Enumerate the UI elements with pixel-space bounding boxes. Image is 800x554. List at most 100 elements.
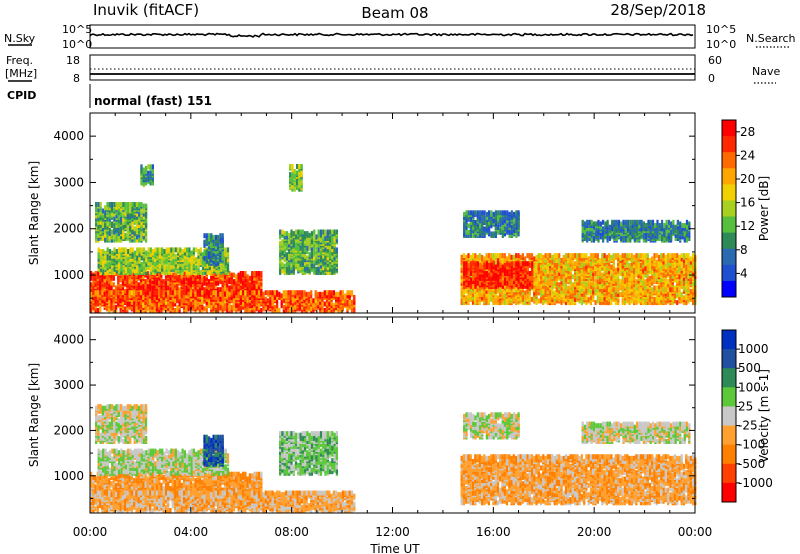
echo-cell xyxy=(232,298,236,304)
echo-cell xyxy=(501,256,504,262)
echo-cell xyxy=(576,293,579,299)
echo-cell xyxy=(283,244,286,250)
echo-cell xyxy=(110,280,113,286)
echo-cell xyxy=(129,211,132,217)
echo-cell xyxy=(140,202,143,207)
echo-cell xyxy=(151,295,154,300)
echo-cell xyxy=(106,261,109,267)
echo-cell xyxy=(214,295,217,300)
echo-cell xyxy=(151,169,154,175)
echo-cell xyxy=(246,290,249,296)
echo-cell xyxy=(106,252,109,258)
freq-tick-top: 18 xyxy=(66,54,80,67)
echo-cell xyxy=(135,223,139,228)
echo-cell xyxy=(162,290,165,296)
echo-cell xyxy=(264,296,267,302)
echo-cell xyxy=(253,290,256,296)
echo-cell xyxy=(131,219,134,225)
echo-cell xyxy=(535,275,538,281)
echo-cell xyxy=(297,265,300,271)
echo-cell xyxy=(208,265,211,271)
echo-cell xyxy=(185,275,188,281)
echo-cell xyxy=(203,275,206,281)
echo-cell xyxy=(307,304,310,310)
echo-cell xyxy=(558,288,561,294)
echo-cell xyxy=(562,283,565,289)
echo-cell xyxy=(167,287,170,293)
echo-cell xyxy=(501,293,504,299)
echo-cell xyxy=(515,300,518,306)
echo-cell xyxy=(124,202,127,207)
echo-cell xyxy=(540,271,543,276)
echo-cell xyxy=(230,304,233,310)
echo-cell xyxy=(174,257,177,263)
echo-cell xyxy=(337,296,340,302)
echo-cell xyxy=(160,291,163,297)
echo-cell xyxy=(194,298,197,304)
echo-cell xyxy=(279,255,282,261)
echo-cell xyxy=(260,290,263,296)
echo-cell xyxy=(297,229,300,235)
echo-cell xyxy=(137,274,140,280)
echo-cell xyxy=(283,266,286,272)
echo-cell xyxy=(583,256,586,262)
echo-cell xyxy=(146,290,149,296)
echo-cell xyxy=(121,280,124,286)
echo-cell xyxy=(96,290,99,296)
echo-cell xyxy=(153,304,156,310)
echo-cell xyxy=(221,233,224,239)
echo-region xyxy=(203,233,224,266)
echo-cell xyxy=(332,306,335,312)
echo-cell xyxy=(291,308,295,313)
echo-cell xyxy=(314,293,317,299)
echo-cell xyxy=(219,296,222,302)
echo-cell xyxy=(510,293,513,299)
echo-cell xyxy=(219,304,222,310)
echo-cell xyxy=(95,206,98,212)
echo-region xyxy=(279,229,338,275)
echo-cell xyxy=(290,244,293,250)
echo-cell xyxy=(99,202,102,207)
echo-cell xyxy=(492,300,495,306)
echo-cell xyxy=(562,280,565,286)
echo-cell xyxy=(469,254,472,260)
echo-cell xyxy=(282,308,285,313)
echo-cell xyxy=(113,250,116,256)
echo-cell xyxy=(221,295,224,300)
echo-cell xyxy=(239,275,242,281)
echo-cell xyxy=(108,234,111,240)
echo-cell xyxy=(503,256,506,262)
echo-cell xyxy=(306,255,309,261)
echo-cell xyxy=(101,208,104,214)
echo-cell xyxy=(544,253,547,259)
echo-cell xyxy=(137,282,140,288)
echo-cell xyxy=(155,271,158,276)
echo-cell xyxy=(292,240,295,246)
echo-cell xyxy=(481,259,484,265)
echo-cell xyxy=(197,260,200,266)
echo-cell xyxy=(223,291,227,297)
echo-cell xyxy=(478,253,481,259)
echo-cell xyxy=(133,226,136,232)
echo-cell xyxy=(300,164,303,169)
echo-cell xyxy=(288,266,291,272)
echo-cell xyxy=(104,205,107,211)
echo-cell xyxy=(494,253,497,259)
echo-cell xyxy=(485,300,488,306)
echo-cell xyxy=(460,300,463,306)
echo-cell xyxy=(170,260,173,266)
echo-cell xyxy=(115,271,118,276)
echo-cell xyxy=(601,259,604,265)
echo-cell xyxy=(149,303,152,309)
echo-cell xyxy=(596,295,599,301)
echo-cell xyxy=(221,290,224,296)
echo-cell xyxy=(331,229,334,235)
echo-cell xyxy=(300,172,303,178)
echo-cell xyxy=(92,280,95,286)
echo-cell xyxy=(567,262,570,268)
echo-cell xyxy=(183,282,186,288)
echo-cell xyxy=(122,231,125,237)
echo-cell xyxy=(135,295,138,300)
echo-cell xyxy=(294,303,297,309)
echo-cell xyxy=(120,270,123,275)
